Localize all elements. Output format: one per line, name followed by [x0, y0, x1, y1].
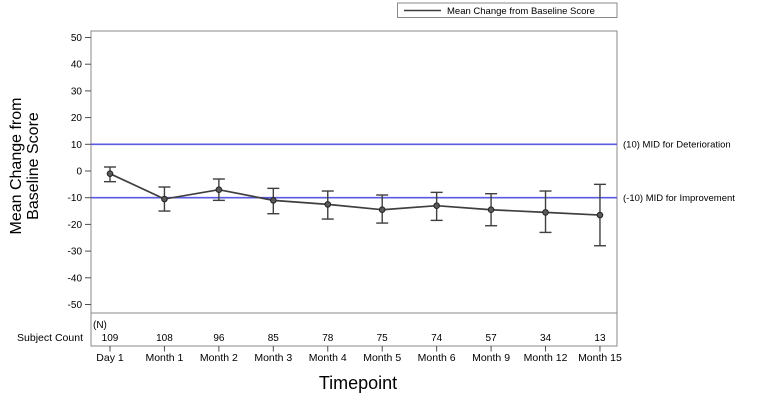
x-tick-label: Month 6 — [418, 352, 456, 364]
data-point-marker — [487, 206, 495, 214]
data-point-marker — [161, 195, 168, 203]
y-tick-label: 30 — [71, 86, 83, 97]
legend-label: Mean Change from Baseline Score — [447, 6, 595, 17]
y-axis-title: Mean Change from Baseline Score — [8, 98, 42, 235]
data-point-marker — [270, 197, 277, 204]
series-line — [109, 172, 601, 216]
data-point-marker — [378, 206, 386, 214]
subject-count-value: 75 — [377, 333, 389, 344]
legend-box — [397, 2, 618, 18]
data-point-marker — [215, 186, 223, 193]
legend: Mean Change from Baseline Score — [397, 2, 618, 18]
y-tick-label: 0 — [76, 167, 82, 178]
subject-count-value: 96 — [213, 333, 225, 344]
subject-count-value: 13 — [594, 333, 606, 344]
data-point-marker — [106, 170, 114, 177]
subject-count-value: 34 — [540, 333, 552, 344]
subject-count-box — [90, 312, 618, 347]
y-axis-title-line1: Mean Change from — [8, 98, 25, 235]
x-tick-label: Month 12 — [524, 352, 568, 364]
x-axis-title: Timepoint — [319, 373, 397, 393]
x-tick-label: Month 9 — [472, 352, 510, 364]
y-tick-label: -50 — [68, 300, 83, 311]
y-axis-title-line2: Baseline Score — [25, 112, 42, 220]
data-point-marker — [324, 201, 332, 208]
data-point-marker — [433, 202, 440, 210]
subject-count-value: 74 — [431, 333, 443, 344]
y-tick-label: 40 — [71, 60, 83, 71]
y-tick-label: -20 — [68, 220, 83, 231]
subject-count-n-label: (N) — [93, 320, 107, 331]
x-tick-label: Day 1 — [96, 352, 124, 364]
y-tick-label: 50 — [71, 33, 83, 44]
reference-line-label: (10) MID for Deterioration — [623, 140, 731, 151]
subject-count-row-label: Subject Count — [17, 332, 83, 344]
subject-count-value: 109 — [102, 333, 119, 344]
x-tick-label: Month 1 — [145, 352, 183, 364]
x-tick-label: Month 15 — [578, 352, 622, 364]
x-tick-label: Month 2 — [200, 352, 238, 364]
y-tick-label: -10 — [68, 193, 83, 204]
subject-count-value: 108 — [156, 333, 173, 344]
x-tick-label: Month 3 — [254, 352, 292, 364]
y-tick-label: 10 — [71, 140, 83, 151]
data-point-marker — [542, 209, 549, 216]
x-tick-label: Month 5 — [363, 352, 401, 364]
plot-area — [90, 30, 618, 314]
y-tick-label: -30 — [68, 247, 83, 258]
subject-count-value: 57 — [486, 333, 498, 344]
x-tick-label: Month 4 — [309, 352, 347, 364]
data-point-marker — [596, 211, 604, 219]
subject-count-value: 85 — [268, 333, 280, 344]
y-tick-label: 20 — [71, 113, 83, 124]
y-tick-label: -40 — [68, 273, 83, 284]
reference-line-label: (-10) MID for Improvement — [623, 193, 735, 204]
subject-count-value: 78 — [322, 333, 334, 344]
